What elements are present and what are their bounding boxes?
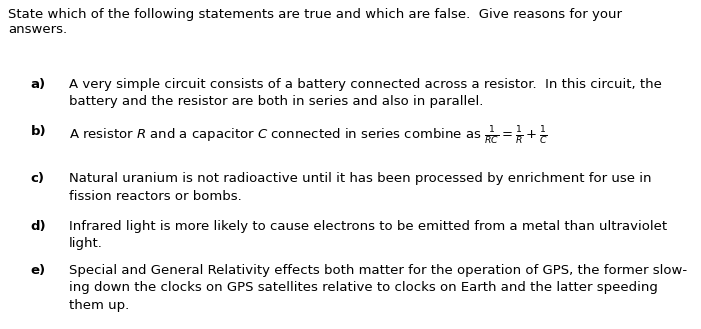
Text: A resistor $R$ and a capacitor $C$ connected in series combine as $\frac{1}{RC} : A resistor $R$ and a capacitor $C$ conne… <box>69 125 547 147</box>
Text: Infrared light is more likely to cause electrons to be emitted from a metal than: Infrared light is more likely to cause e… <box>69 220 667 250</box>
Text: d): d) <box>31 220 46 233</box>
Text: a): a) <box>31 78 46 91</box>
Text: e): e) <box>31 264 46 277</box>
Text: A very simple circuit consists of a battery connected across a resistor.  In thi: A very simple circuit consists of a batt… <box>69 78 662 109</box>
Text: Special and General Relativity effects both matter for the operation of GPS, the: Special and General Relativity effects b… <box>69 264 687 312</box>
Text: answers.: answers. <box>8 23 67 36</box>
Text: State which of the following statements are true and which are false.  Give reas: State which of the following statements … <box>8 8 622 21</box>
Text: c): c) <box>31 172 45 185</box>
Text: Natural uranium is not radioactive until it has been processed by enrichment for: Natural uranium is not radioactive until… <box>69 172 651 203</box>
Text: b): b) <box>31 125 46 138</box>
